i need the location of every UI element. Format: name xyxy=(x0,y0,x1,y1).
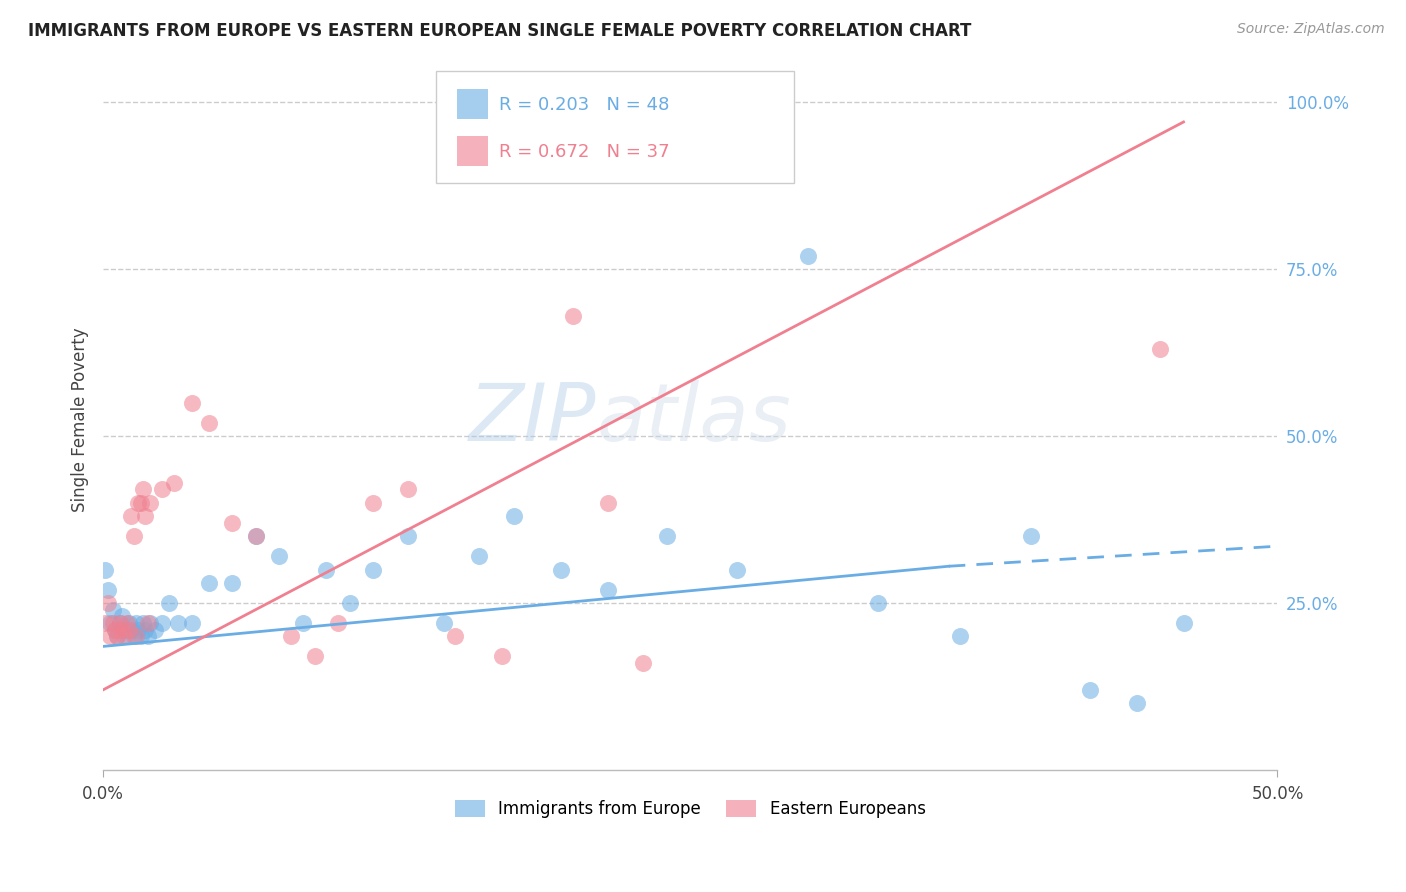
Point xyxy=(181,615,204,630)
Point xyxy=(101,602,124,616)
Point xyxy=(561,309,583,323)
Point xyxy=(134,509,156,524)
Legend: Immigrants from Europe, Eastern Europeans: Immigrants from Europe, Eastern European… xyxy=(449,793,932,825)
Point xyxy=(136,615,159,630)
Point xyxy=(115,629,138,643)
Point xyxy=(98,615,121,630)
Point xyxy=(108,615,131,630)
Point xyxy=(97,596,120,610)
Point xyxy=(132,615,155,630)
Point xyxy=(120,509,142,524)
Point xyxy=(129,496,152,510)
Point xyxy=(550,563,572,577)
Y-axis label: Single Female Poverty: Single Female Poverty xyxy=(72,327,89,512)
Point xyxy=(122,629,145,643)
Text: IMMIGRANTS FROM EUROPE VS EASTERN EUROPEAN SINGLE FEMALE POVERTY CORRELATION CHA: IMMIGRANTS FROM EUROPE VS EASTERN EUROPE… xyxy=(28,22,972,40)
Point xyxy=(339,596,361,610)
Text: R = 0.203   N = 48: R = 0.203 N = 48 xyxy=(499,95,669,113)
Point xyxy=(111,609,134,624)
Point xyxy=(104,623,127,637)
Point xyxy=(105,629,128,643)
Point xyxy=(361,496,384,510)
Point xyxy=(125,615,148,630)
Point xyxy=(491,649,513,664)
Point xyxy=(198,416,221,430)
Point xyxy=(108,615,131,630)
Point xyxy=(97,582,120,597)
Point xyxy=(269,549,291,564)
Point xyxy=(139,615,162,630)
Point xyxy=(598,582,620,597)
Point xyxy=(361,563,384,577)
Point xyxy=(868,596,890,610)
Point xyxy=(398,483,420,497)
Point xyxy=(98,629,121,643)
Point xyxy=(198,576,221,591)
Point xyxy=(949,629,972,643)
Point xyxy=(134,623,156,637)
Point xyxy=(112,623,135,637)
Point xyxy=(157,596,180,610)
Point xyxy=(291,615,314,630)
Point xyxy=(221,576,243,591)
Point xyxy=(1149,342,1171,356)
Point xyxy=(94,615,117,630)
Point xyxy=(118,615,141,630)
Point xyxy=(129,629,152,643)
Point xyxy=(633,656,655,670)
Point xyxy=(162,475,184,490)
Point xyxy=(444,629,467,643)
Text: Source: ZipAtlas.com: Source: ZipAtlas.com xyxy=(1237,22,1385,37)
Point xyxy=(112,629,135,643)
Point xyxy=(503,509,526,524)
Point xyxy=(118,623,141,637)
Point xyxy=(326,615,349,630)
Point xyxy=(104,623,127,637)
Point xyxy=(101,615,124,630)
Point xyxy=(115,615,138,630)
Point xyxy=(221,516,243,530)
Point xyxy=(598,496,620,510)
Point xyxy=(150,615,173,630)
Point xyxy=(398,529,420,543)
Point xyxy=(167,615,190,630)
Point xyxy=(111,623,134,637)
Point xyxy=(120,623,142,637)
Point xyxy=(127,623,149,637)
Point xyxy=(143,623,166,637)
Point xyxy=(725,563,748,577)
Point xyxy=(1078,682,1101,697)
Point xyxy=(132,483,155,497)
Point xyxy=(136,629,159,643)
Point xyxy=(1125,696,1147,710)
Point xyxy=(1019,529,1042,543)
Point xyxy=(796,249,818,263)
Point xyxy=(139,496,162,510)
Point xyxy=(94,563,117,577)
Point xyxy=(122,529,145,543)
Point xyxy=(245,529,267,543)
Point xyxy=(245,529,267,543)
Point xyxy=(1173,615,1195,630)
Point xyxy=(315,563,337,577)
Point xyxy=(125,629,148,643)
Point xyxy=(304,649,326,664)
Point xyxy=(468,549,491,564)
Point xyxy=(150,483,173,497)
Point xyxy=(655,529,678,543)
Point xyxy=(181,395,204,409)
Point xyxy=(280,629,302,643)
Text: R = 0.672   N = 37: R = 0.672 N = 37 xyxy=(499,143,669,161)
Text: ZIP: ZIP xyxy=(470,380,596,458)
Point xyxy=(105,629,128,643)
Point xyxy=(433,615,456,630)
Point xyxy=(127,496,149,510)
Text: atlas: atlas xyxy=(596,380,792,458)
